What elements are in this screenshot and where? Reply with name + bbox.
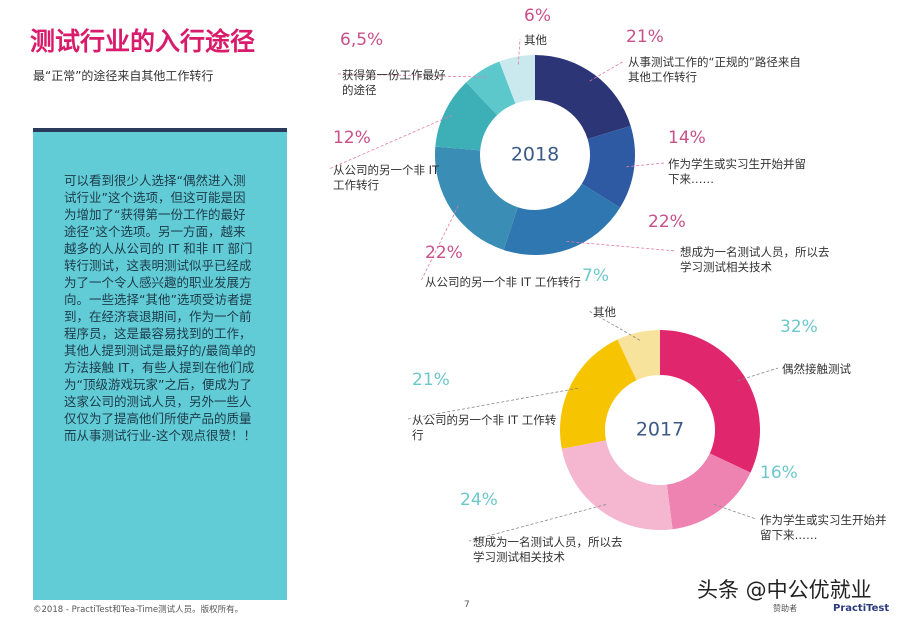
sidebar-box	[33, 128, 287, 600]
category-label: 从公司的另一个非 IT 工作转行	[425, 275, 581, 289]
donut-segment	[617, 330, 660, 381]
donut-segment	[466, 61, 516, 116]
category-label: 其他	[593, 305, 616, 319]
leader-line	[468, 504, 607, 542]
donut-segment	[535, 55, 631, 139]
sponsor: 赞助者	[773, 604, 797, 613]
leader-line	[566, 241, 677, 252]
category-label: 其他	[524, 33, 547, 47]
watermark: 头条 @中公优就业	[697, 578, 872, 602]
category-label: 从公司的另一个非 IT 工作转行	[333, 163, 440, 192]
category-label: 想成为一名测试人员，所以去学习测试相关技术	[680, 245, 830, 274]
value-label: 6%	[524, 6, 551, 26]
leader-line	[713, 504, 757, 520]
chart-center-label: 2017	[636, 419, 684, 441]
category-label: 作为学生或实习生开始并留下来……	[760, 513, 887, 542]
value-label: 14%	[668, 128, 706, 148]
leader-line	[328, 114, 453, 170]
sidebar-text: 可以看到很少人选择“偶然进入测试行业”这个选项，但这可能是因为增加了“获得第一份…	[64, 173, 257, 443]
donut-segment	[581, 125, 635, 208]
category-label: 作为学生或实习生开始并留下来……	[668, 157, 806, 186]
value-label: 16%	[760, 463, 798, 483]
value-label: 22%	[425, 243, 463, 263]
title: 测试行业的入行途径	[30, 27, 256, 56]
leader-line	[420, 205, 459, 282]
value-label: 12%	[333, 128, 371, 148]
donut-segment	[499, 55, 535, 104]
value-label: 7%	[582, 266, 609, 286]
donut-segment	[435, 82, 498, 151]
value-label: 32%	[780, 317, 818, 337]
copyright: ©2018 - PractiTest和Tea-Time测试人员。版权所有。	[33, 605, 244, 615]
category-label: 从事测试工作的“正规的”路径来自其他工作转行	[628, 55, 801, 84]
leader-line	[407, 387, 579, 420]
category-label: 偶然接触测试	[782, 362, 851, 376]
value-label: 24%	[460, 490, 498, 510]
leader-line	[517, 38, 521, 65]
leader-line	[626, 162, 665, 168]
donut-segment	[435, 146, 518, 250]
leader-line	[589, 60, 625, 82]
category-label: 从公司的另一个非 IT 工作转行	[412, 413, 557, 442]
brand: PractiTest	[833, 603, 890, 614]
chart-center-label: 2018	[511, 144, 559, 166]
donut-segment	[560, 339, 637, 449]
category-label: 想成为一名测试人员，所以去学习测试相关技术	[473, 535, 623, 564]
page-number: 7	[464, 600, 470, 610]
value-label: 21%	[412, 370, 450, 390]
donut-segment	[561, 440, 673, 530]
value-label: 22%	[648, 212, 686, 232]
donut-segment	[503, 183, 621, 255]
donut-segment	[660, 330, 760, 473]
subtitle: 最“正常”的途径来自其他工作转行	[33, 69, 214, 83]
donut-segment	[666, 453, 751, 530]
leader-line	[737, 367, 779, 382]
value-label: 6,5%	[340, 30, 384, 50]
category-label: 获得第一份工作最好的途径	[342, 68, 446, 97]
value-label: 21%	[626, 27, 664, 47]
